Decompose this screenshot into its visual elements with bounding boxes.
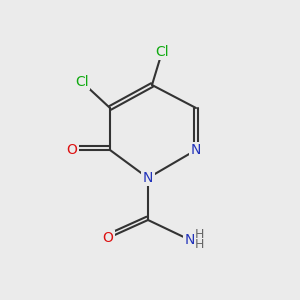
Text: N: N [185,233,195,247]
Text: O: O [67,143,77,157]
Text: Cl: Cl [155,45,169,59]
Text: Cl: Cl [75,75,89,89]
Text: H: H [194,229,204,242]
Text: H: H [194,238,204,251]
Text: O: O [103,231,113,245]
Text: N: N [143,171,153,185]
Text: N: N [191,143,201,157]
